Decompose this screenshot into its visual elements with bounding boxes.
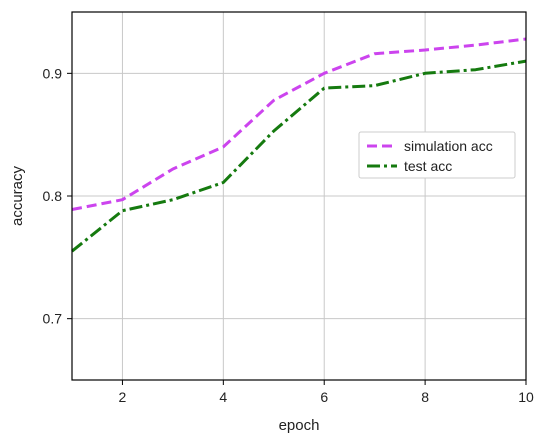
- x-tick-label: 8: [421, 389, 429, 405]
- x-axis-label: epoch: [279, 417, 320, 434]
- x-tick-label: 2: [119, 389, 127, 405]
- series-layer: [71, 37, 527, 253]
- ticks: 2 4 6 8 10 0.7 0.8 0.9: [43, 65, 534, 405]
- x-tick-label: 10: [518, 389, 534, 405]
- y-axis-label: accuracy: [9, 165, 26, 226]
- legend-box: [358, 131, 516, 179]
- y-tick-label: 0.9: [43, 65, 63, 81]
- grid: [72, 12, 527, 380]
- series-line-1: [71, 37, 527, 211]
- legend-label-2: test acc: [404, 158, 452, 174]
- series-line-2: [71, 59, 527, 253]
- y-tick-label: 0.8: [43, 188, 63, 204]
- legend-label-1: simulation acc: [404, 138, 493, 154]
- x-tick-label: 6: [320, 389, 328, 405]
- x-tick-label: 4: [219, 389, 227, 405]
- y-tick-label: 0.7: [43, 311, 63, 327]
- legend: simulation acc test acc: [358, 131, 516, 179]
